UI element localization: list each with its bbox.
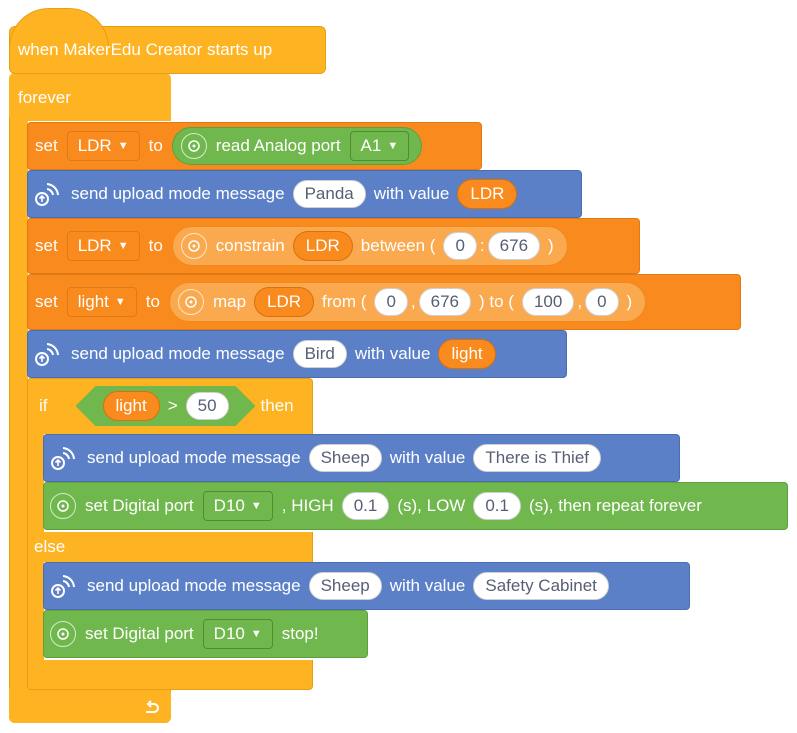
hat-label: when MakerEdu Creator starts up — [18, 40, 273, 59]
chevron-down-icon: ▼ — [387, 140, 399, 152]
high-duration-field[interactable]: 0.1 — [341, 492, 390, 520]
chevron-down-icon: ▼ — [114, 296, 126, 308]
gear-chip-icon — [180, 233, 207, 259]
set-ldr-constrain-content: set LDR ▼ to constrain LDR between ( 0 : … — [30, 218, 568, 274]
to-low-field[interactable]: 100 — [521, 288, 575, 316]
variable-reporter[interactable]: light — [438, 339, 496, 369]
message-field[interactable]: Sheep — [308, 444, 382, 472]
message-field[interactable]: Sheep — [308, 572, 382, 600]
chevron-down-icon: ▼ — [117, 240, 129, 252]
forever-arm-top — [9, 73, 171, 121]
digital-port-dropdown[interactable]: D10 ▼ — [202, 491, 273, 521]
lower-bound-field[interactable]: 0 — [443, 232, 477, 260]
upload-signal-icon — [34, 181, 60, 207]
set-light-map-content: set light ▼ to map LDR from ( 0 , 676 ) t… — [30, 274, 647, 330]
variable-dropdown[interactable]: light ▼ — [66, 287, 137, 317]
variable-reporter[interactable]: LDR — [457, 179, 518, 209]
variable-dropdown[interactable]: LDR ▼ — [66, 131, 140, 161]
constrain-reporter[interactable]: constrain LDR between ( 0 : 676 ) — [171, 226, 568, 266]
set-ldr-read-content: set LDR ▼ to read Analog port A1 ▼ — [30, 122, 423, 170]
upload-signal-icon — [50, 445, 76, 471]
chevron-down-icon: ▼ — [250, 500, 262, 512]
set-digital-stop-content: set Digital port D10 ▼ stop! — [50, 610, 324, 658]
send-upload-thief-content: send upload mode message Sheep with valu… — [50, 434, 604, 482]
greater-than-condition[interactable]: light > 50 — [76, 386, 256, 426]
upload-signal-icon — [34, 341, 60, 367]
forever-arm-bottom — [9, 688, 171, 723]
message-field[interactable]: Panda — [292, 180, 366, 208]
analog-port-dropdown[interactable]: A1 ▼ — [349, 131, 410, 161]
loop-arrow-icon — [143, 697, 161, 717]
variable-dropdown[interactable]: LDR ▼ — [66, 231, 140, 261]
variable-reporter[interactable]: light — [103, 391, 160, 421]
compare-value-field[interactable]: 50 — [186, 392, 229, 420]
value-field[interactable]: Safety Cabinet — [473, 572, 609, 600]
forever-label: forever — [18, 88, 71, 107]
upload-signal-icon — [50, 573, 76, 599]
set-digital-repeat-block[interactable] — [43, 482, 788, 530]
gear-chip-icon — [50, 621, 76, 647]
else-label: else — [34, 537, 66, 556]
from-low-field[interactable]: 0 — [374, 288, 408, 316]
gear-chip-icon — [177, 289, 204, 315]
read-analog-reporter[interactable]: read Analog port A1 ▼ — [171, 127, 423, 165]
message-field[interactable]: Bird — [292, 340, 347, 368]
chevron-down-icon: ▼ — [117, 140, 129, 152]
value-field[interactable]: There is Thief — [473, 444, 601, 472]
variable-reporter[interactable]: LDR — [254, 287, 315, 317]
upper-bound-field[interactable]: 676 — [487, 232, 541, 260]
low-duration-field[interactable]: 0.1 — [473, 492, 521, 520]
variable-reporter[interactable]: LDR — [292, 231, 353, 261]
send-upload-bird-content: send upload mode message Bird with value… — [34, 330, 499, 378]
set-digital-repeat-content: set Digital port D10 ▼ , HIGH 0.1 (s), LO… — [50, 482, 707, 530]
chevron-down-icon: ▼ — [250, 628, 262, 640]
send-upload-safety-content: send upload mode message Sheep with valu… — [50, 562, 612, 610]
map-reporter[interactable]: map LDR from ( 0 , 676 ) to ( 100 , 0 ) — [168, 282, 647, 322]
gear-chip-icon — [180, 133, 207, 159]
send-upload-panda-content: send upload mode message Panda with valu… — [34, 170, 520, 218]
gear-chip-icon — [50, 493, 76, 519]
digital-port-dropdown[interactable]: D10 ▼ — [202, 619, 273, 649]
from-high-field[interactable]: 676 — [418, 288, 472, 316]
if-header: if light > 50 then — [34, 380, 299, 432]
to-high-field[interactable]: 0 — [585, 288, 619, 316]
